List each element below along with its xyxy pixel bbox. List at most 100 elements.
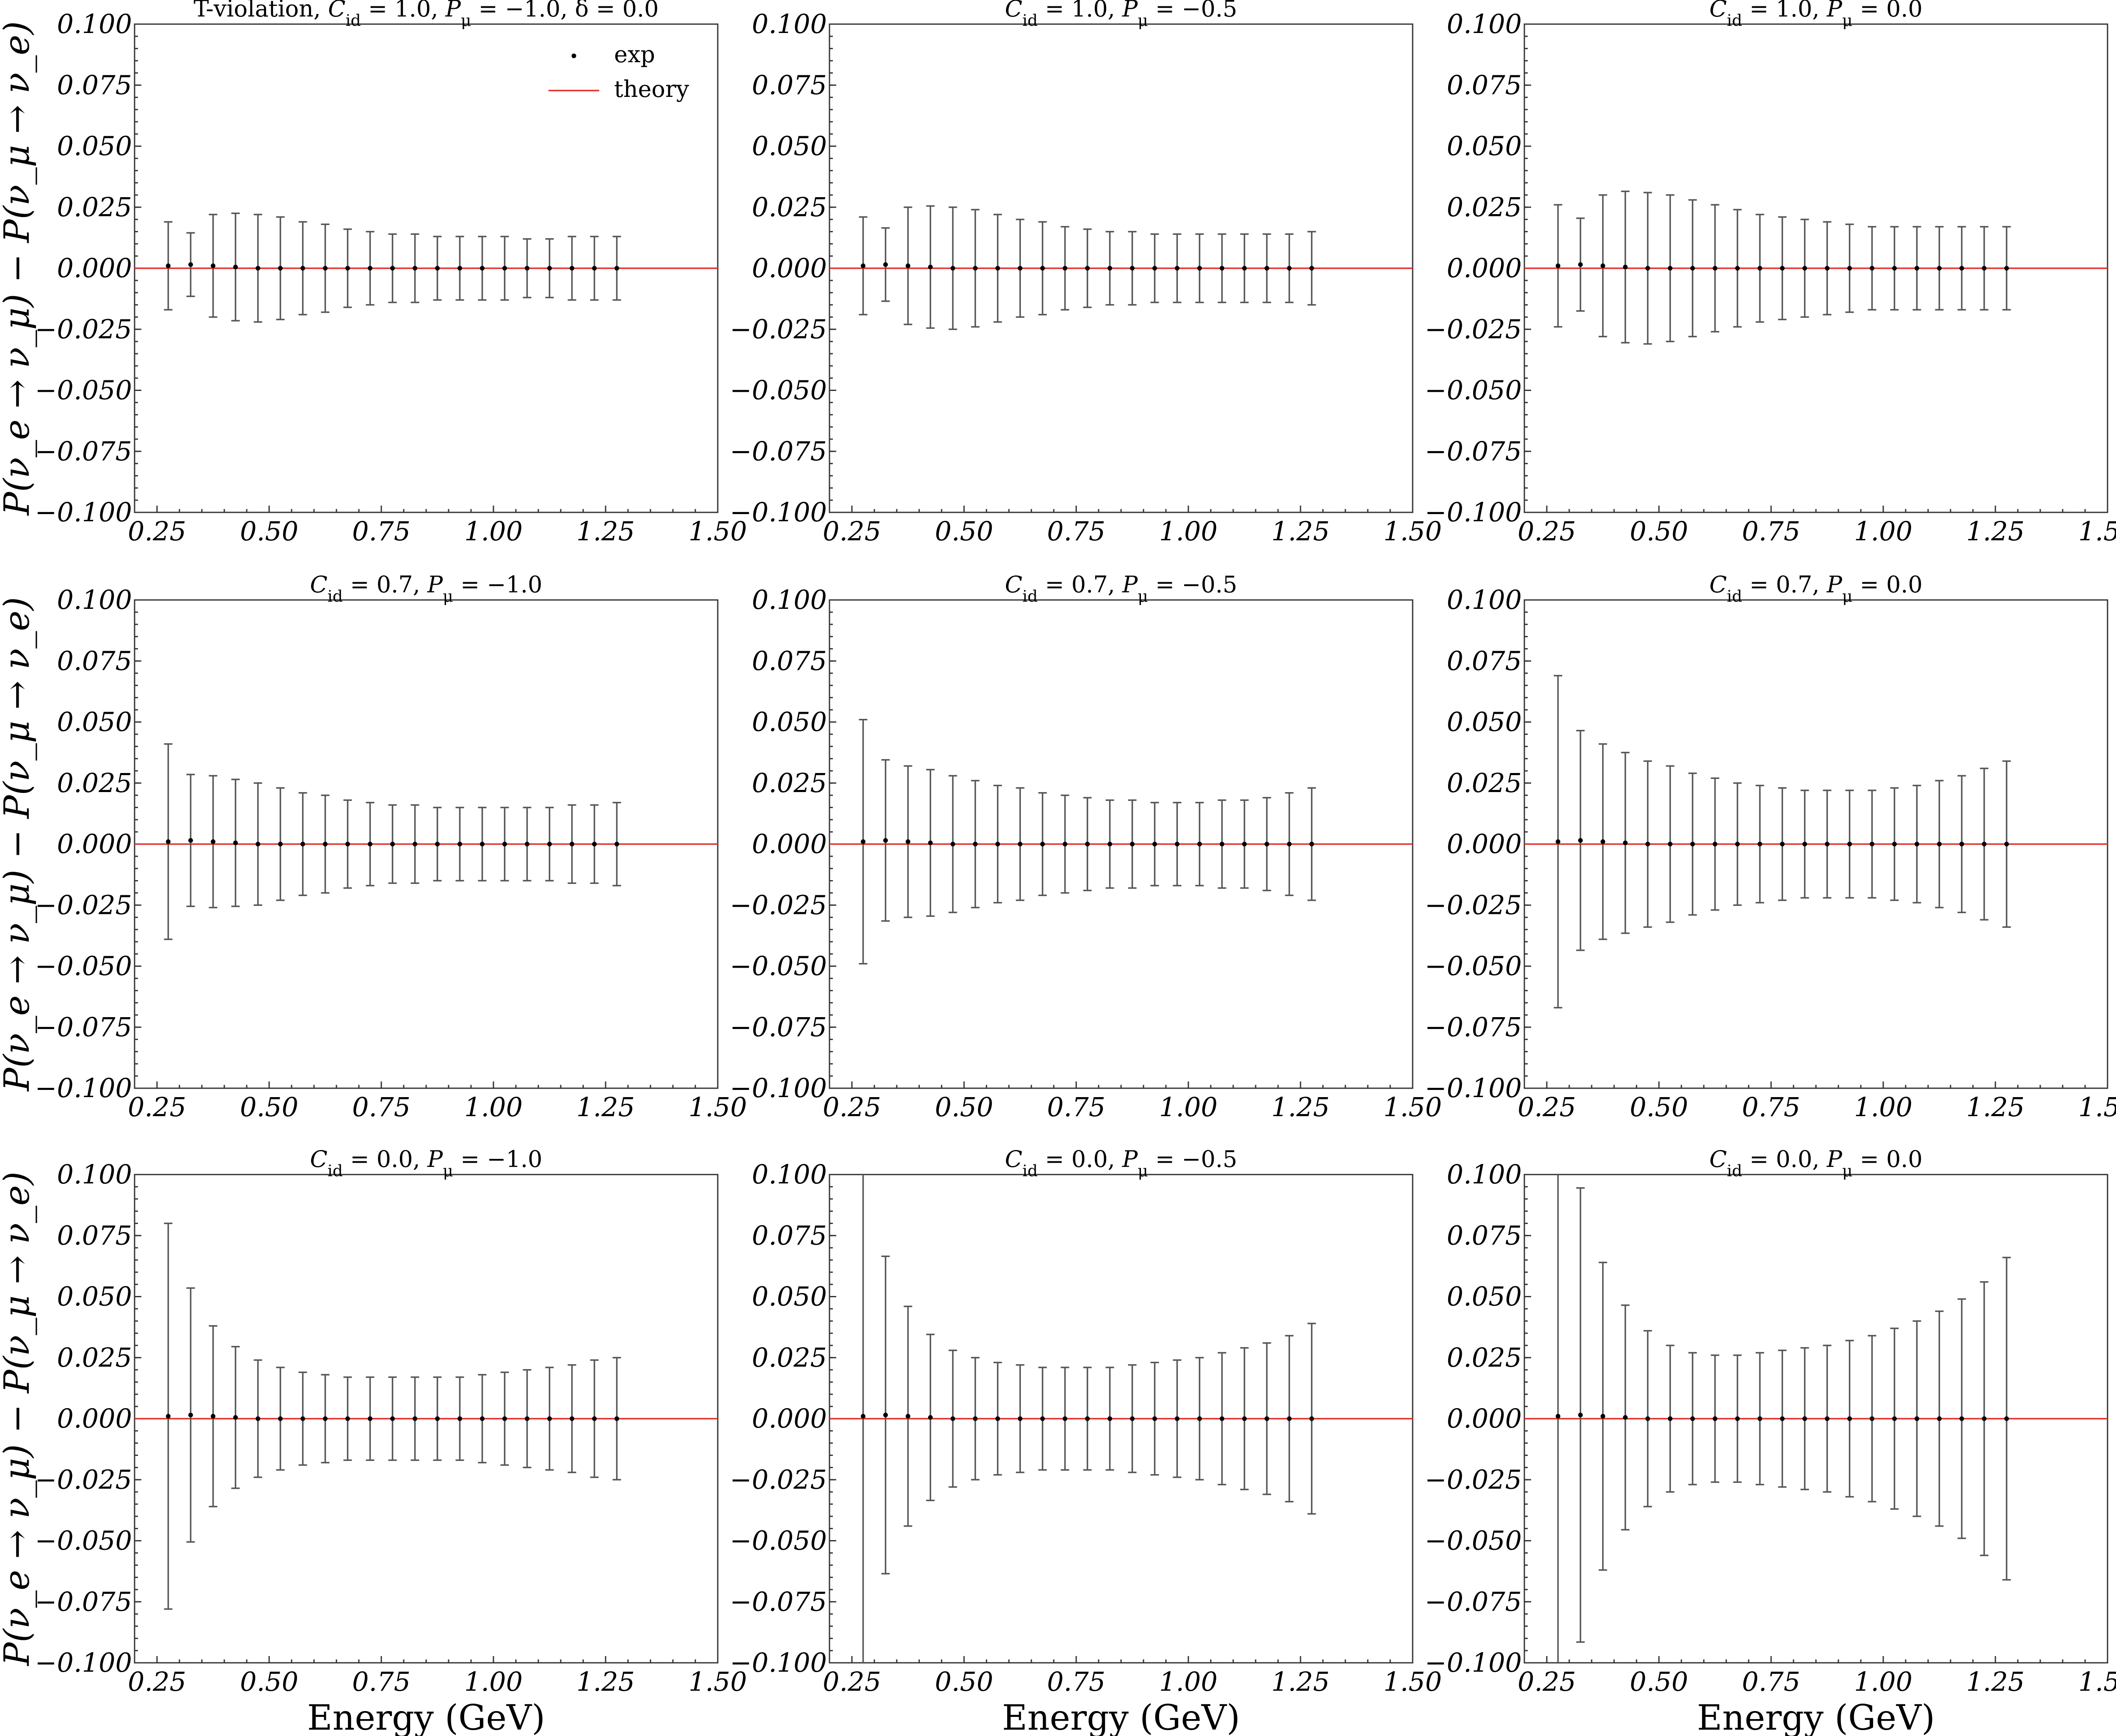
panel-9: Cid = 0.0, Pμ = 0.0 −0.100 −0.075 −0.050 −0.…: [1425, 1146, 2116, 1736]
data-point: [1892, 266, 1897, 271]
x-tick-label: 0.50: [935, 516, 993, 547]
plot-area: [135, 743, 718, 940]
data-point: [1018, 1416, 1022, 1421]
data-point: [1175, 1416, 1179, 1421]
y-tick-label: 0.050: [752, 707, 827, 737]
plot-area: [829, 205, 1413, 330]
data-point: [547, 1416, 552, 1421]
data-point: [323, 266, 328, 271]
panel-2: Cid = 1.0, Pμ = −0.5 −0.100 −0.075 −0.050 −0…: [730, 0, 1442, 547]
data-point: [928, 264, 933, 270]
data-point: [614, 266, 619, 271]
y-tick-label: 0.100: [57, 1159, 132, 1190]
y-tick-label: 0.025: [1447, 192, 1522, 223]
data-point: [1758, 266, 1762, 271]
x-tick-label: 1.00: [464, 516, 523, 547]
x-tick-label: 0.25: [128, 1092, 186, 1122]
x-tick-label: 1.25: [576, 1666, 635, 1697]
y-tick-label: 0.100: [752, 8, 827, 39]
y-tick-label: 0.100: [752, 1159, 827, 1190]
data-point: [1959, 266, 1964, 271]
y-tick-label: −0.025: [35, 889, 132, 920]
x-tick-label: 0.75: [1047, 1092, 1105, 1122]
data-point: [1735, 266, 1740, 271]
y-tick-label: 0.050: [1447, 131, 1522, 162]
x-tick-label: 0.25: [128, 1666, 186, 1697]
y-tick-label: 0.050: [57, 131, 132, 162]
y-tick-label: −0.075: [1425, 1012, 1522, 1043]
panel-title: Cid = 1.0, Pμ = −0.5: [1005, 0, 1237, 30]
x-tick-label: 0.25: [823, 516, 881, 547]
data-point: [390, 842, 395, 847]
data-point: [480, 842, 485, 847]
data-point: [1825, 1416, 1829, 1421]
x-tick-label: 0.25: [128, 516, 186, 547]
data-point: [345, 842, 350, 847]
y-tick-label: 0.075: [752, 645, 827, 676]
y-tick-label: 0.050: [1447, 1281, 1522, 1312]
data-point: [1825, 842, 1829, 847]
data-point: [883, 262, 888, 267]
data-point: [278, 842, 283, 847]
data-point: [1645, 1416, 1650, 1421]
data-point: [1242, 266, 1247, 271]
y-tick-label: −0.050: [1425, 951, 1522, 982]
data-point: [973, 1416, 978, 1421]
x-tick-label: 0.50: [240, 1666, 298, 1697]
data-point: [1040, 842, 1045, 847]
y-tick-label: 0.075: [1447, 69, 1522, 100]
legend-label: theory: [614, 76, 689, 102]
data-point: [547, 842, 552, 847]
data-point: [435, 842, 440, 847]
y-tick-label: −0.100: [35, 497, 132, 528]
y-tick-label: −0.100: [730, 1073, 827, 1103]
x-tick-label: 1.00: [1159, 516, 1218, 547]
data-point: [1847, 266, 1852, 271]
data-point: [390, 266, 395, 271]
data-point: [502, 1416, 507, 1421]
y-tick-label: 0.050: [57, 1281, 132, 1312]
y-tick-label: 0.050: [752, 1281, 827, 1312]
y-tick-label: 0.100: [57, 584, 132, 615]
y-tick-label: 0.025: [752, 768, 827, 798]
data-point: [211, 263, 215, 268]
x-axis-label: Energy (GeV): [307, 1698, 546, 1736]
data-point: [166, 1414, 171, 1419]
x-tick-label: 1.00: [1854, 516, 1912, 547]
panel-7: Cid = 0.0, Pμ = −1.0 −0.100 −0.075 −0.050 −0…: [0, 1146, 747, 1736]
data-point: [973, 266, 978, 271]
x-tick-label: 1.25: [1966, 1666, 2025, 1697]
data-point: [1220, 1416, 1224, 1421]
data-point: [1197, 842, 1202, 847]
data-point: [1108, 266, 1112, 271]
panel-title: Cid = 0.7, Pμ = −1.0: [310, 571, 542, 605]
panel-1: T-violation, Cid = 1.0, Pμ = −1.0, δ = 0…: [0, 0, 747, 547]
data-point: [1265, 1416, 1269, 1421]
data-point: [525, 266, 529, 271]
x-tick-label: 0.25: [823, 1092, 881, 1122]
y-tick-label: −0.050: [1425, 375, 1522, 406]
y-tick-label: 0.075: [752, 1220, 827, 1251]
data-point: [1287, 842, 1292, 847]
data-point: [233, 264, 238, 270]
data-point: [1578, 838, 1583, 843]
x-tick-label: 1.00: [1159, 1666, 1218, 1697]
data-point: [592, 266, 597, 271]
data-point: [1690, 1416, 1695, 1421]
data-point: [188, 838, 193, 843]
data-point: [525, 1416, 529, 1421]
plot-area: [829, 718, 1413, 965]
x-tick-label: 0.50: [1630, 1092, 1688, 1122]
data-point: [1265, 842, 1269, 847]
data-point: [323, 842, 328, 847]
y-tick-label: −0.075: [35, 1586, 132, 1617]
data-point: [457, 842, 462, 847]
data-point: [1130, 842, 1135, 847]
x-tick-label: 0.50: [935, 1092, 993, 1122]
data-point: [1870, 842, 1874, 847]
data-point: [1175, 266, 1179, 271]
data-point: [1018, 266, 1022, 271]
y-tick-label: −0.025: [1425, 889, 1522, 920]
y-tick-label: 0.000: [752, 828, 827, 859]
y-tick-label: 0.025: [57, 768, 132, 798]
